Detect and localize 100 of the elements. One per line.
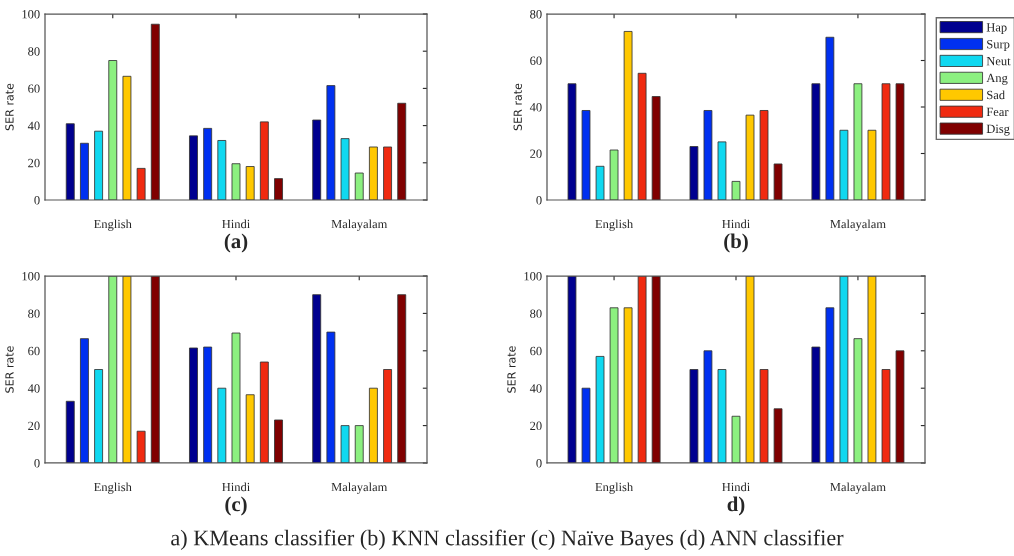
- bar: [340, 138, 350, 200]
- bar: [65, 123, 75, 200]
- bar: [811, 83, 821, 200]
- x-tick-label: English: [94, 219, 132, 231]
- bar: [703, 110, 713, 200]
- y-tick-label: 80: [530, 10, 542, 19]
- x-tick-label: Malayalam: [331, 219, 388, 231]
- bar: [108, 276, 118, 463]
- bar: [354, 425, 364, 463]
- bar: [80, 338, 89, 463]
- x-axis-title: d): [727, 496, 745, 516]
- x-tick-label: Hindi: [722, 219, 750, 229]
- bar: [259, 121, 269, 200]
- bar: [245, 166, 255, 200]
- bar: [853, 338, 863, 463]
- bar: [811, 346, 821, 463]
- x-tick-label: Malayalam: [830, 219, 886, 231]
- bar: [825, 36, 835, 200]
- y-tick-label: 100: [22, 10, 40, 19]
- text: a) KMeans classifier (b) KNN classifier (c) Naïve Bayes (d) ANN classifier: [171, 529, 844, 550]
- bar: [689, 369, 699, 463]
- bar: [839, 129, 849, 200]
- y-tick-label: 0: [34, 196, 40, 205]
- bar: [773, 408, 783, 463]
- legend-label: Hap: [986, 23, 1007, 35]
- bar: [108, 60, 118, 200]
- legend-label: Fear: [986, 107, 1009, 117]
- bar: [397, 102, 407, 200]
- y-tick-label: 60: [28, 84, 40, 93]
- bar: [581, 387, 591, 463]
- legend-label: Disg: [986, 124, 1010, 136]
- bar: [717, 369, 727, 463]
- x-tick-label: Hindi: [222, 219, 250, 229]
- bar: [895, 350, 905, 463]
- bar: [759, 369, 769, 463]
- y-tick-label: 0: [34, 459, 40, 468]
- bar: [245, 394, 255, 463]
- bar: [595, 165, 605, 200]
- bar: [397, 294, 407, 463]
- bar: [340, 425, 350, 463]
- bar: [326, 331, 336, 463]
- bar: [731, 415, 741, 463]
- bar: [567, 83, 577, 200]
- y-axis-title: SER rate: [513, 83, 522, 131]
- y-tick-label: 60: [28, 346, 40, 356]
- bar: [312, 119, 322, 200]
- y-tick-label: 60: [530, 56, 542, 65]
- bar: [80, 142, 89, 200]
- bar: [703, 350, 713, 463]
- bar: [122, 75, 132, 200]
- bar: [637, 276, 647, 463]
- bar: [189, 347, 198, 463]
- y-tick-label: 80: [28, 47, 40, 56]
- bar: [150, 23, 160, 200]
- bar: [259, 361, 269, 463]
- bar: [867, 129, 877, 200]
- bar: [217, 140, 227, 200]
- bar: [65, 400, 75, 463]
- legend-label: Ang: [986, 73, 1008, 85]
- y-axis-title: SER rate: [507, 346, 516, 393]
- y-tick-label: 80: [28, 309, 40, 318]
- x-tick-label: English: [595, 219, 633, 231]
- bar: [383, 369, 392, 463]
- y-tick-label: 100: [524, 272, 542, 281]
- bar: [326, 85, 336, 200]
- bar: [689, 146, 699, 200]
- x-axis-title: (a): [224, 233, 248, 253]
- y-tick-label: 20: [28, 158, 40, 168]
- y-tick-label: 0: [536, 459, 542, 468]
- bar: [94, 130, 104, 200]
- bar: [839, 276, 849, 463]
- x-tick-label: English: [595, 482, 633, 494]
- bar: [150, 276, 160, 463]
- bar: [203, 127, 213, 200]
- bar: [383, 146, 392, 200]
- bar: [609, 149, 619, 200]
- bar: [717, 141, 727, 200]
- x-tick-label: Hindi: [222, 482, 250, 492]
- x-tick-label: Hindi: [722, 482, 750, 492]
- bar: [136, 167, 146, 200]
- bar: [881, 83, 891, 200]
- bar: [567, 276, 577, 463]
- y-tick-label: 60: [530, 346, 542, 356]
- bar: [274, 178, 283, 200]
- bar: [745, 276, 755, 463]
- bar: [773, 163, 783, 200]
- bar: [368, 387, 378, 463]
- bar: [94, 369, 104, 463]
- bar: [731, 180, 741, 200]
- bar: [853, 83, 863, 200]
- bar: [595, 355, 605, 463]
- y-tick-label: 100: [22, 272, 40, 281]
- bar: [623, 307, 633, 463]
- x-tick-label: Malayalam: [331, 482, 388, 494]
- x-tick-label: English: [94, 482, 132, 494]
- bar: [745, 114, 755, 200]
- bar: [609, 307, 619, 463]
- bar: [637, 72, 647, 200]
- y-tick-label: 0: [536, 196, 542, 205]
- bar: [825, 307, 835, 463]
